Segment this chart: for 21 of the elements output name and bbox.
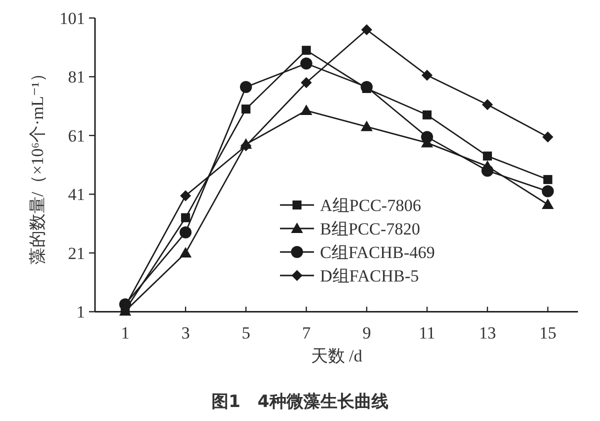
x-tick-label: 13 [478, 324, 496, 343]
legend-label: D组FACHB-5 [320, 266, 419, 286]
legend-label: C组FACHB-469 [320, 243, 435, 262]
y-tick-label: 21 [68, 244, 85, 263]
y-tick-label: 41 [68, 185, 85, 204]
y-tick-label: 1 [76, 302, 85, 322]
x-axis-title: 天数 /d [310, 346, 363, 366]
x-tick-label: 9 [362, 324, 371, 343]
y-tick-label: 101 [60, 9, 85, 28]
x-tick-label: 11 [418, 324, 436, 343]
caption: 图1 4种微藻生长曲线 [212, 392, 388, 412]
y-axis-title: 藻的数量/（×10⁶个·mL⁻¹） [28, 65, 47, 265]
legend-label: A组PCC-7806 [320, 196, 422, 215]
x-tick-label: 1 [120, 324, 130, 343]
x-tick-label: 7 [302, 324, 312, 343]
x-tick-label: 5 [242, 324, 250, 343]
legend-label: B组PCC-7820 [320, 220, 420, 238]
x-tick-label: 15 [539, 324, 556, 343]
x-tick-label: 3 [181, 324, 190, 343]
y-tick-label: 81 [68, 68, 85, 87]
y-tick-label: 61 [68, 126, 85, 146]
